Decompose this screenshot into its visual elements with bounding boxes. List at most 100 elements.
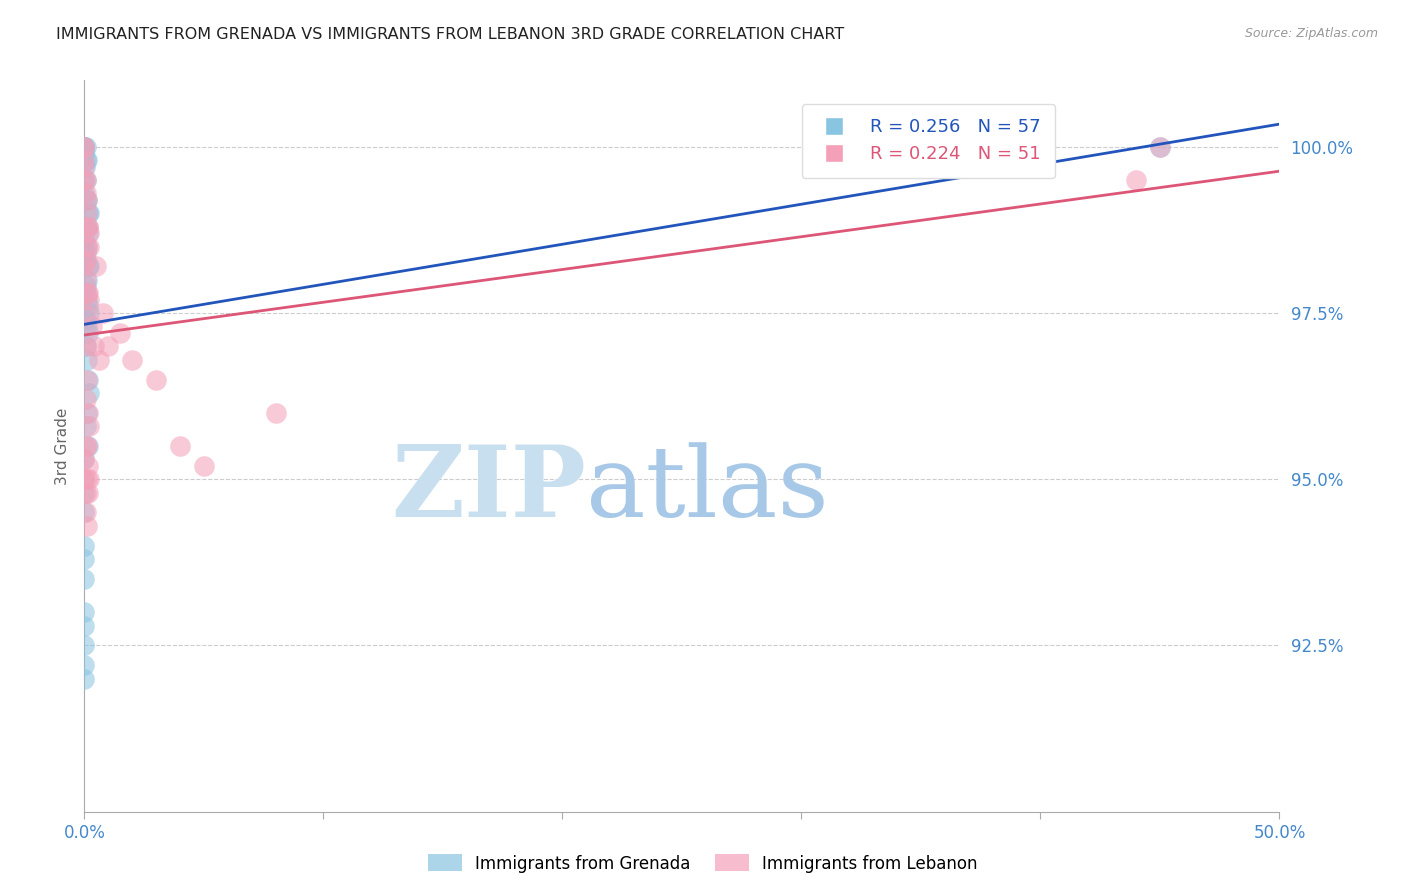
Point — [76, 153, 98, 167]
Point — [93, 306, 115, 320]
Point — [73, 140, 96, 154]
Point — [75, 312, 97, 326]
Point — [73, 452, 96, 467]
Point — [76, 193, 98, 207]
Point — [110, 326, 132, 340]
Point — [77, 226, 100, 240]
Point — [75, 339, 97, 353]
Point — [73, 472, 96, 486]
Point — [77, 372, 100, 386]
Y-axis label: 3rd Grade: 3rd Grade — [55, 408, 70, 484]
Point — [75, 419, 97, 434]
Point — [73, 260, 96, 274]
Point — [73, 506, 96, 520]
Point — [73, 186, 96, 201]
Point — [75, 273, 97, 287]
Point — [73, 485, 96, 500]
Point — [77, 219, 100, 234]
Point — [76, 273, 98, 287]
Point — [76, 372, 98, 386]
Point — [73, 140, 96, 154]
Point — [73, 572, 96, 586]
Point — [77, 219, 100, 234]
Point — [75, 193, 97, 207]
Point — [1125, 173, 1147, 187]
Point — [87, 352, 110, 367]
Legend: R = 0.256   N = 57, R = 0.224   N = 51: R = 0.256 N = 57, R = 0.224 N = 51 — [801, 104, 1056, 178]
Point — [75, 279, 97, 293]
Point — [77, 206, 100, 220]
Point — [77, 226, 100, 240]
Point — [77, 419, 100, 434]
Point — [76, 472, 98, 486]
Text: IMMIGRANTS FROM GRENADA VS IMMIGRANTS FROM LEBANON 3RD GRADE CORRELATION CHART: IMMIGRANTS FROM GRENADA VS IMMIGRANTS FR… — [56, 27, 845, 42]
Point — [73, 140, 96, 154]
Point — [264, 406, 287, 420]
Point — [75, 252, 97, 267]
Point — [77, 458, 100, 473]
Point — [77, 439, 100, 453]
Point — [73, 472, 96, 486]
Point — [77, 326, 100, 340]
Point — [76, 439, 98, 453]
Point — [75, 439, 97, 453]
Point — [77, 260, 100, 274]
Point — [73, 252, 96, 267]
Point — [145, 372, 167, 386]
Point — [76, 206, 98, 220]
Point — [75, 219, 97, 234]
Point — [77, 306, 100, 320]
Point — [75, 506, 97, 520]
Point — [76, 239, 98, 253]
Point — [73, 605, 96, 619]
Text: ZIP: ZIP — [391, 442, 586, 539]
Point — [73, 618, 96, 632]
Point — [73, 140, 96, 154]
Text: atlas: atlas — [586, 442, 830, 538]
Point — [121, 352, 143, 367]
Point — [75, 392, 97, 407]
Point — [77, 293, 100, 307]
Point — [73, 160, 96, 174]
Point — [75, 252, 97, 267]
Point — [97, 339, 120, 353]
Point — [77, 239, 100, 253]
Point — [76, 193, 98, 207]
Point — [77, 206, 100, 220]
Point — [73, 639, 96, 653]
Point — [76, 352, 98, 367]
Point — [73, 153, 96, 167]
Point — [193, 458, 215, 473]
Point — [73, 452, 96, 467]
Legend: Immigrants from Grenada, Immigrants from Lebanon: Immigrants from Grenada, Immigrants from… — [422, 847, 984, 880]
Point — [73, 140, 96, 154]
Point — [76, 219, 98, 234]
Point — [73, 160, 96, 174]
Point — [77, 385, 100, 400]
Point — [75, 140, 97, 154]
Point — [73, 306, 96, 320]
Point — [75, 485, 97, 500]
Point — [80, 319, 103, 334]
Point — [86, 260, 108, 274]
Point — [73, 140, 96, 154]
Point — [73, 539, 96, 553]
Point — [73, 239, 96, 253]
Point — [73, 146, 96, 161]
Point — [73, 286, 96, 301]
Point — [75, 339, 97, 353]
Point — [1149, 140, 1171, 154]
Point — [73, 658, 96, 673]
Point — [76, 518, 98, 533]
Text: Source: ZipAtlas.com: Source: ZipAtlas.com — [1244, 27, 1378, 40]
Point — [76, 406, 98, 420]
Point — [75, 153, 97, 167]
Point — [73, 552, 96, 566]
Point — [75, 173, 97, 187]
Point — [76, 239, 98, 253]
Point — [77, 260, 100, 274]
Point — [77, 299, 100, 313]
Point — [75, 186, 97, 201]
Point — [76, 319, 98, 334]
Point — [73, 173, 96, 187]
